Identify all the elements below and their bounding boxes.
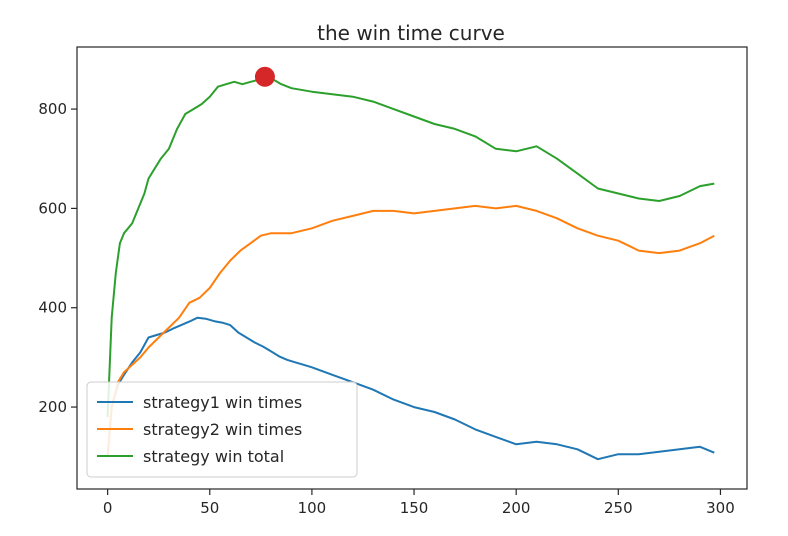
x-tick-label: 50 — [200, 499, 219, 517]
marker-layer — [254, 66, 275, 87]
x-tick-label: 150 — [400, 499, 429, 517]
y-tick-label: 800 — [38, 100, 67, 118]
axis-layer: 0 50 100 150 200 250 300 200 400 600 800 — [38, 100, 734, 517]
x-tick-label: 300 — [706, 499, 735, 517]
x-tick-label: 200 — [502, 499, 531, 517]
plot-area-frame — [76, 46, 748, 490]
y-tick-label: 400 — [38, 299, 67, 317]
legend-label-2: strategy2 win times — [143, 420, 302, 439]
legend-box — [86, 381, 358, 478]
peak-marker — [254, 66, 275, 87]
legend: strategy1 win times strategy2 win times st… — [86, 381, 358, 478]
chart-title: the win time curve — [317, 21, 505, 45]
x-tick-label: 0 — [103, 499, 113, 517]
series-line-2 — [106, 204, 715, 457]
x-tick-label: 100 — [298, 499, 327, 517]
y-tick-label: 600 — [38, 199, 67, 217]
series-line-3 — [106, 77, 715, 418]
legend-label-1: strategy1 win times — [143, 393, 302, 412]
y-tick-label: 200 — [38, 398, 67, 416]
legend-label-3: strategy win total — [143, 447, 284, 466]
x-tick-label: 250 — [604, 499, 633, 517]
